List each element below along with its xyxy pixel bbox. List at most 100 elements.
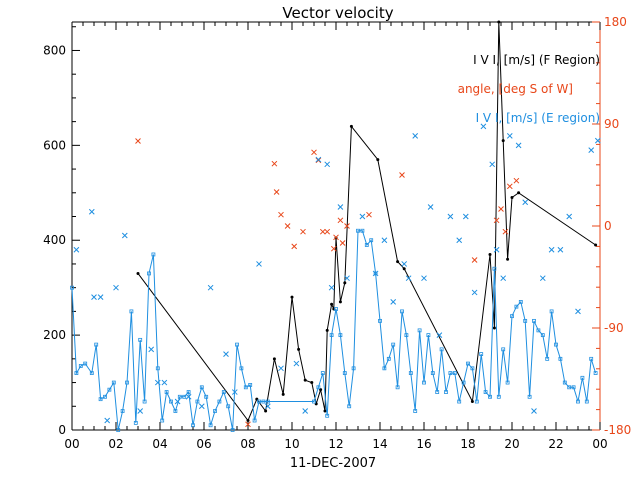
data-point — [447, 213, 454, 220]
x-tick-label: 14 — [372, 437, 387, 451]
data-point — [177, 394, 182, 399]
data-point — [297, 347, 301, 351]
data-point — [372, 270, 379, 277]
data-point — [356, 228, 360, 233]
data-point — [496, 394, 501, 399]
data-point — [366, 211, 372, 218]
data-point — [430, 371, 435, 375]
data-point — [391, 342, 396, 347]
x-tick-label: 00 — [64, 437, 79, 451]
data-point — [576, 399, 580, 404]
data-point — [506, 183, 513, 190]
data-point — [264, 409, 268, 413]
data-point — [311, 149, 317, 156]
data-point — [78, 364, 83, 368]
data-point — [330, 245, 337, 252]
data-point — [230, 428, 235, 432]
data-point — [325, 328, 329, 332]
data-point — [107, 387, 112, 392]
data-point — [466, 361, 470, 366]
data-point — [334, 307, 338, 311]
data-point — [293, 360, 300, 367]
data-point — [401, 261, 408, 267]
series-3 — [73, 123, 601, 424]
data-point — [517, 191, 521, 195]
data-point — [265, 399, 270, 404]
y2-tick-label: -90 — [604, 321, 624, 335]
data-point — [191, 423, 195, 428]
data-point — [136, 271, 140, 275]
data-point — [343, 281, 347, 285]
x-axis-ticks: 00 02 04 06 08 10 12 14 16 18 20 22 00 — [64, 22, 608, 451]
data-point — [103, 394, 107, 399]
data-point — [284, 223, 291, 229]
data-point — [302, 408, 309, 414]
data-point — [373, 271, 378, 276]
series-1 — [70, 228, 598, 432]
data-point — [261, 399, 266, 404]
data-point — [94, 342, 99, 347]
data-point — [300, 228, 306, 235]
data-point — [199, 385, 204, 390]
y-tick-label: 400 — [43, 233, 66, 247]
data-point — [404, 333, 409, 338]
data-point — [417, 328, 422, 333]
legend: I V I, [m/s] (F Region) angle, [deg S of… — [458, 53, 600, 125]
data-point — [129, 309, 134, 314]
x-tick-label: 12 — [328, 437, 343, 451]
data-point — [386, 356, 391, 361]
data-point — [360, 228, 365, 233]
data-point — [323, 409, 327, 413]
data-point — [532, 318, 536, 323]
data-point — [173, 409, 178, 413]
y2-tick-label: 0 — [604, 219, 612, 233]
data-point — [174, 398, 181, 405]
data-point — [137, 408, 144, 414]
data-point — [328, 284, 335, 291]
data-point — [337, 217, 344, 224]
data-point — [554, 342, 558, 347]
left-y-axis-ticks: 0 200 400 600 800 — [43, 26, 80, 437]
series-0 — [136, 20, 598, 423]
data-point — [264, 403, 271, 410]
data-point — [471, 289, 478, 296]
data-point — [571, 385, 576, 390]
data-point — [344, 275, 350, 282]
data-point — [155, 366, 160, 371]
data-point — [142, 399, 147, 404]
data-point — [567, 385, 572, 390]
data-point — [381, 237, 388, 244]
data-point — [160, 418, 165, 423]
plot-area — [70, 20, 601, 432]
data-point — [329, 333, 334, 338]
data-point — [502, 228, 509, 235]
data-point — [195, 399, 200, 404]
data-point — [83, 361, 88, 366]
legend-entry-f-region: I V I, [m/s] (F Region) — [473, 53, 600, 67]
data-point — [435, 390, 440, 394]
y2-tick-label: 90 — [604, 117, 619, 131]
data-point — [333, 234, 339, 241]
data-point — [548, 246, 555, 253]
data-point — [239, 366, 244, 371]
data-point — [303, 378, 307, 382]
data-point — [513, 177, 520, 184]
data-point — [320, 371, 325, 375]
data-point — [330, 302, 334, 306]
data-point — [557, 246, 564, 253]
data-point — [448, 371, 453, 375]
data-point — [593, 371, 598, 375]
chart-title: Vector velocity — [282, 4, 393, 22]
data-point — [575, 308, 581, 315]
y2-tick-label: -180 — [604, 423, 631, 437]
data-point — [278, 365, 284, 372]
data-point — [510, 196, 514, 200]
data-point — [154, 379, 161, 386]
data-point — [246, 419, 250, 423]
data-point — [235, 342, 239, 347]
series-2 — [135, 138, 520, 428]
data-point — [243, 385, 248, 390]
x-tick-label: 20 — [504, 437, 519, 451]
data-point — [470, 400, 474, 404]
data-point — [498, 206, 504, 212]
